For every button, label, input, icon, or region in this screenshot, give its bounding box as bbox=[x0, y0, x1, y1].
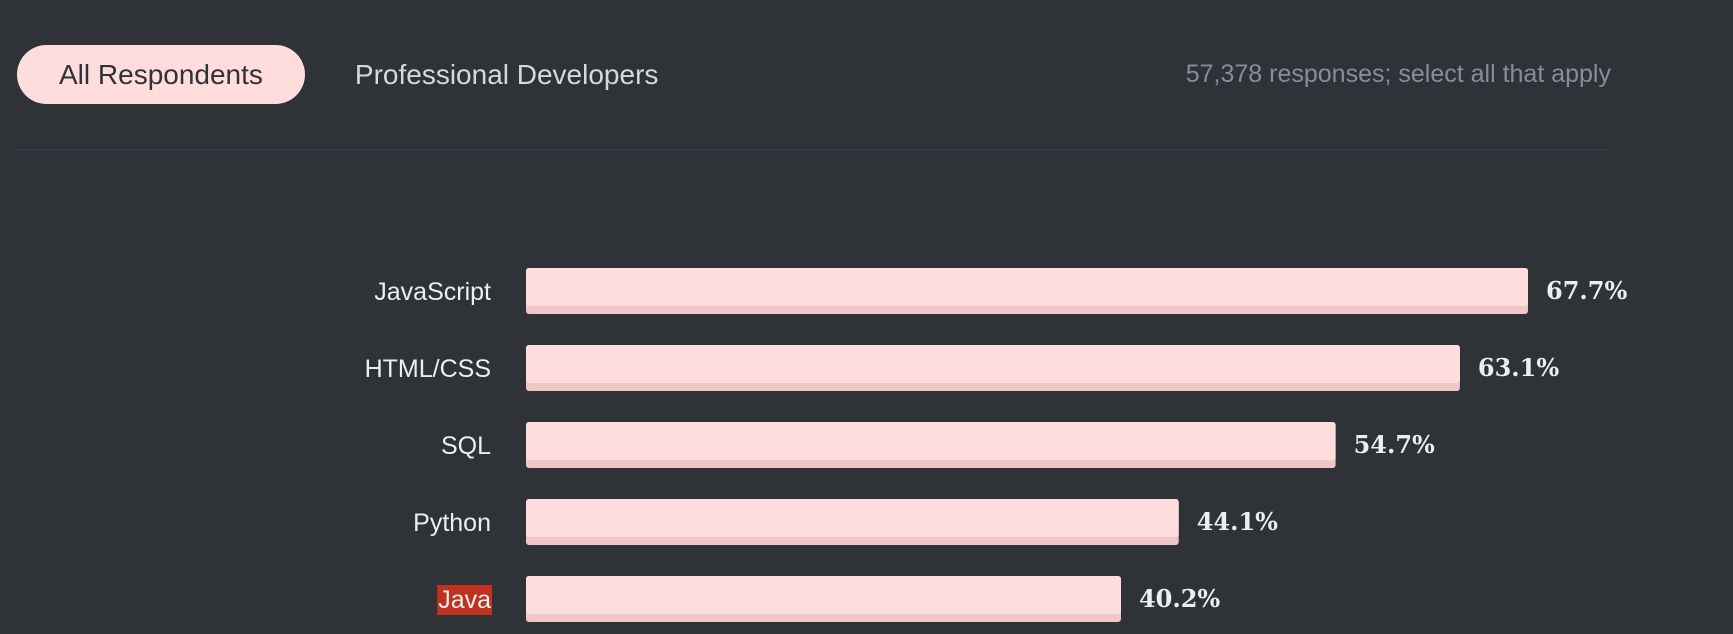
divider bbox=[13, 149, 1610, 150]
bar-java[interactable] bbox=[526, 576, 1121, 614]
value-label-html-css: 63.1% bbox=[1478, 353, 1559, 382]
bar-python[interactable] bbox=[526, 499, 1179, 537]
bar-javascript[interactable] bbox=[526, 268, 1528, 306]
category-label-javascript: JavaScript bbox=[374, 278, 491, 306]
respondent-tabs: All Respondents Professional Developers bbox=[17, 45, 700, 104]
value-label-java: 40.2% bbox=[1139, 584, 1220, 613]
tab-professional-developers[interactable]: Professional Developers bbox=[354, 59, 659, 90]
category-label-python: Python bbox=[413, 509, 491, 537]
category-label-java: Java bbox=[438, 586, 491, 614]
category-label-html-css: HTML/CSS bbox=[365, 355, 491, 383]
value-label-sql: 54.7% bbox=[1354, 430, 1435, 459]
tab-all-respondents[interactable]: All Respondents bbox=[17, 45, 305, 104]
value-label-javascript: 67.7% bbox=[1546, 276, 1627, 305]
category-highlight-java bbox=[437, 585, 493, 615]
bar-sql[interactable] bbox=[526, 422, 1336, 460]
responses-count: 57,378 responses; select all that apply bbox=[1185, 60, 1611, 88]
bar-html-css[interactable] bbox=[526, 345, 1460, 383]
category-label-sql: SQL bbox=[441, 432, 491, 460]
value-label-python: 44.1% bbox=[1197, 507, 1278, 536]
